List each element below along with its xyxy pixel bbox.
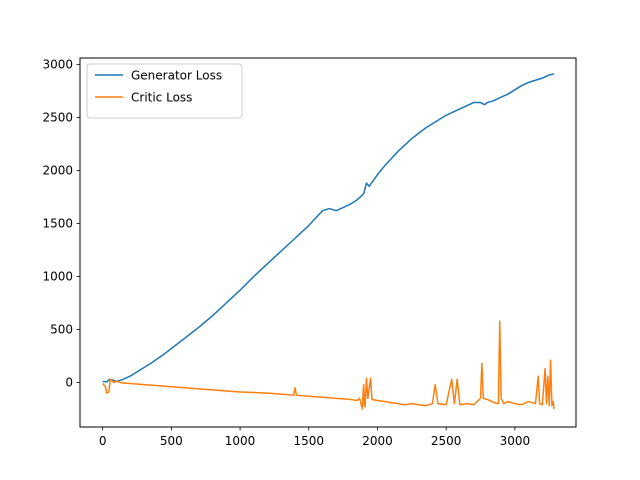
- x-tick-label: 1000: [225, 434, 256, 448]
- series-line-generator-loss: [102, 73, 555, 383]
- y-tick-label: 0: [65, 375, 73, 389]
- series-line-critic-loss: [102, 320, 555, 410]
- legend-box: [86, 63, 243, 119]
- axis-layer: 0 500 1000 1500 2000 2500 3000 0 500 1000 1500 2000…: [42, 57, 530, 448]
- legend-label: Critic Loss: [131, 91, 192, 105]
- x-tick-label: 3000: [500, 434, 531, 448]
- y-tick-label: 1000: [42, 269, 73, 283]
- x-tick-label: 2000: [362, 434, 393, 448]
- y-tick-label: 500: [50, 322, 73, 336]
- y-tick-label: 1500: [42, 216, 73, 230]
- legend: Generator Loss Critic Loss: [86, 63, 243, 119]
- x-tick-label: 0: [99, 434, 107, 448]
- x-tick-label: 2500: [431, 434, 462, 448]
- x-tick-label: 500: [160, 434, 183, 448]
- plot-frame: [79, 57, 577, 428]
- x-tick-label: 1500: [293, 434, 324, 448]
- y-tick-label: 3000: [42, 57, 73, 71]
- series-layer: [102, 73, 555, 410]
- legend-label: Generator Loss: [131, 69, 222, 83]
- y-tick-label: 2000: [42, 163, 73, 177]
- y-tick-label: 2500: [42, 110, 73, 124]
